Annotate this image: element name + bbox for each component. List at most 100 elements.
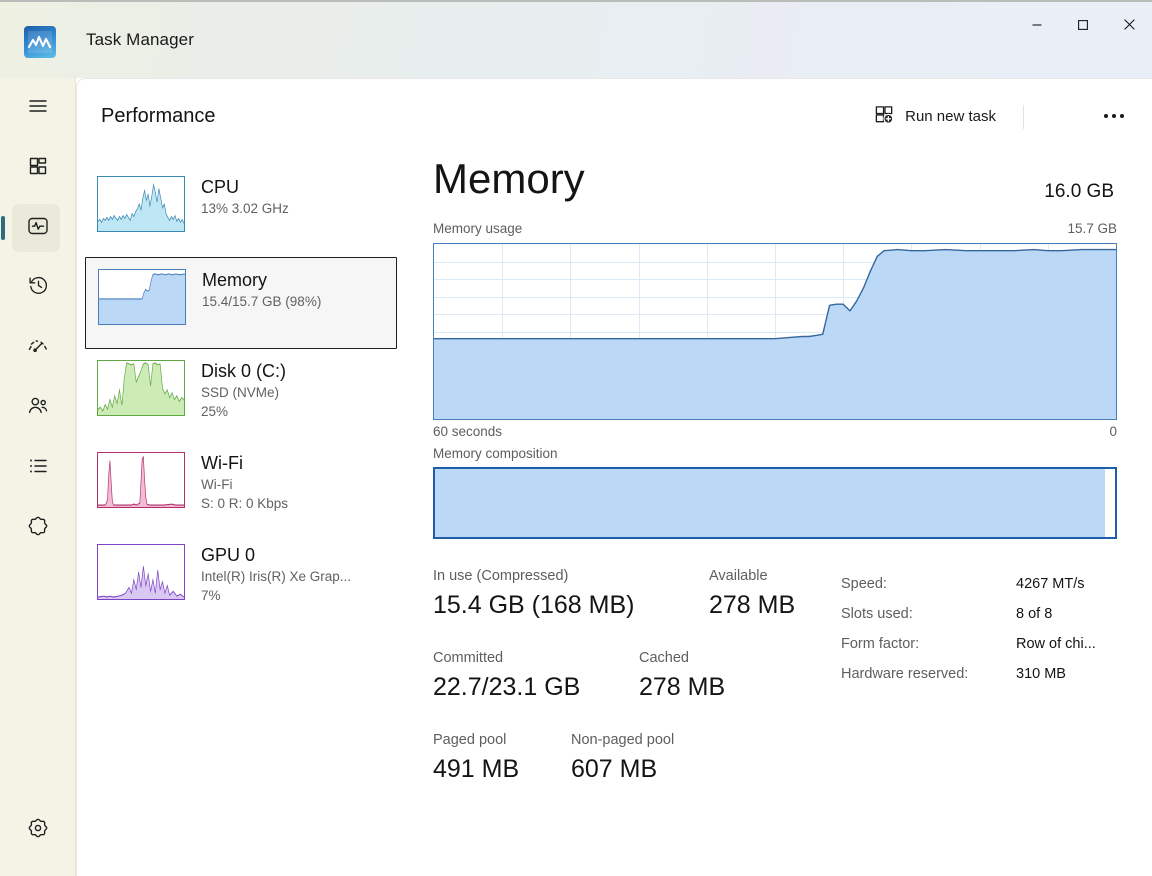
stat-available: Available 278 MB: [709, 565, 795, 623]
graph-footer-row: 60 seconds 0: [433, 420, 1117, 446]
stat-row: Paged pool 491 MB Non-paged pool 607 MB: [433, 729, 833, 811]
resource-item-disk-0-c[interactable]: Disk 0 (C:) SSD (NVMe) 25%: [85, 349, 397, 441]
more-options-button[interactable]: [1094, 99, 1134, 133]
spec-key: Hardware reserved:: [841, 666, 969, 682]
resource-item-memory[interactable]: Memory 15.4/15.7 GB (98%): [85, 257, 397, 349]
toolbar: Performance Run new task: [77, 79, 1152, 153]
resource-name: Disk 0 (C:): [201, 361, 286, 381]
stat-row: Committed 22.7/23.1 GB Cached 278 MB: [433, 647, 833, 729]
stat-non-paged-pool: Non-paged pool 607 MB: [571, 729, 674, 787]
spec-value: 8 of 8: [1016, 606, 1053, 622]
window-controls: [1014, 4, 1152, 50]
close-button[interactable]: [1106, 4, 1152, 50]
new-task-icon: [874, 104, 895, 129]
resource-thumbnail: [98, 269, 186, 325]
memory-usage-graph[interactable]: [433, 243, 1117, 420]
rail-hit: [12, 204, 60, 252]
minimize-button[interactable]: [1014, 4, 1060, 50]
memory-composition-bar[interactable]: [433, 467, 1117, 539]
stat-value: 491 MB: [433, 755, 520, 783]
resource-subtitle: 13% 3.02 GHz: [201, 201, 289, 216]
resource-thumbnail: [97, 360, 185, 416]
spec-value: 4267 MT/s: [1016, 576, 1085, 592]
page-title: Performance: [101, 105, 216, 127]
minimize-icon: [1031, 18, 1043, 36]
spec-value: 310 MB: [1016, 666, 1066, 682]
close-icon: [1123, 18, 1136, 36]
detail-total-memory: 16.0 GB: [1044, 181, 1114, 202]
graph-time-zero: 0: [1109, 424, 1117, 439]
spec-key: Form factor:: [841, 636, 920, 652]
maximize-icon: [1077, 18, 1089, 36]
rail-item-startup-apps[interactable]: [0, 318, 76, 378]
resource-subtitle: 15.4/15.7 GB (98%): [202, 294, 322, 309]
spec-row: Slots used: 8 of 8: [841, 599, 1141, 629]
users-icon: [26, 394, 50, 423]
rail-item-hamburger-menu[interactable]: [0, 78, 76, 138]
resource-subtitle: S: 0 R: 0 Kbps: [201, 496, 289, 511]
resource-text: Disk 0 (C:) SSD (NVMe) 25%: [201, 357, 286, 421]
rail-item-services[interactable]: [0, 498, 76, 558]
detail-header: Memory 16.0 GB: [433, 155, 1152, 221]
performance-pulse-icon: [26, 214, 50, 243]
rail-item-processes[interactable]: [0, 138, 76, 198]
graph-label: Memory usage: [433, 221, 523, 236]
composition-in-use-segment: [435, 469, 1105, 537]
stat-in-use-compressed: In use (Compressed) 15.4 GB (168 MB): [433, 565, 634, 623]
resource-text: CPU 13% 3.02 GHz: [201, 173, 289, 218]
detail-title: Memory: [433, 155, 585, 202]
task-manager-icon: [24, 26, 56, 58]
stat-label: Cached: [639, 650, 689, 666]
stat-value: 22.7/23.1 GB: [433, 673, 581, 701]
ellipsis-icon: [1104, 114, 1124, 118]
processes-icon: [27, 155, 49, 182]
resource-subtitle: 7%: [201, 588, 221, 603]
stat-label: Paged pool: [433, 732, 507, 748]
gear-icon: [26, 816, 50, 845]
stat-paged-pool: Paged pool 491 MB: [433, 729, 519, 787]
composition-label: Memory composition: [433, 446, 558, 461]
stat-value: 278 MB: [709, 591, 796, 619]
speedometer-icon: [26, 334, 50, 363]
memory-stat-grid: In use (Compressed) 15.4 GB (168 MB) Avail…: [433, 565, 833, 811]
resource-item-wi-fi[interactable]: Wi-Fi Wi-Fi S: 0 R: 0 Kbps: [85, 441, 397, 533]
resource-item-gpu-0[interactable]: GPU 0 Intel(R) Iris(R) Xe Grap... 7%: [85, 533, 397, 625]
stat-label: Committed: [433, 650, 504, 666]
spec-key: Speed:: [841, 576, 887, 592]
resource-text: Memory 15.4/15.7 GB (98%): [202, 266, 321, 311]
stat-row: In use (Compressed) 15.4 GB (168 MB) Avail…: [433, 565, 833, 647]
navigation-rail: [0, 0, 76, 876]
resource-text: GPU 0 Intel(R) Iris(R) Xe Grap... 7%: [201, 541, 351, 605]
services-cog-icon: [26, 514, 50, 543]
memory-detail-pane: Memory 16.0 GB Memory usage 15.7 GB 60 s…: [433, 155, 1152, 876]
rail-item-settings[interactable]: [0, 800, 76, 860]
resource-subtitle: SSD (NVMe): [201, 385, 280, 400]
stat-committed: Committed 22.7/23.1 GB: [433, 647, 580, 705]
memory-spec-list: Speed: 4267 MT/s Slots used: 8 of 8 Form fac…: [841, 569, 1141, 689]
resource-thumbnail: [97, 452, 185, 508]
resource-text: Wi-Fi Wi-Fi S: 0 R: 0 Kbps: [201, 449, 288, 513]
resource-subtitle: 25%: [201, 404, 229, 419]
toolbar-separator: [1023, 105, 1024, 129]
rail-item-performance[interactable]: [0, 198, 76, 258]
stat-value: 278 MB: [639, 673, 726, 701]
spec-value: Row of chi...: [1016, 636, 1096, 652]
maximize-button[interactable]: [1060, 4, 1106, 50]
app-title: Task Manager: [86, 30, 194, 49]
graph-time-span: 60 seconds: [433, 424, 503, 439]
stat-cached: Cached 278 MB: [639, 647, 725, 705]
stat-label: In use (Compressed): [433, 568, 569, 584]
rail-item-details[interactable]: [0, 438, 76, 498]
run-new-task-button[interactable]: Run new task: [864, 99, 1006, 133]
spec-row: Form factor: Row of chi...: [841, 629, 1141, 659]
rail-item-app-history[interactable]: [0, 258, 76, 318]
navigation-rail-items: [0, 78, 76, 876]
resource-thumbnail: [97, 544, 185, 600]
stat-label: Non-paged pool: [571, 732, 675, 748]
resource-item-cpu[interactable]: CPU 13% 3.02 GHz: [85, 165, 397, 257]
navigation-rail-footer: [0, 800, 76, 860]
stat-label: Available: [709, 568, 768, 584]
rail-item-users[interactable]: [0, 378, 76, 438]
resource-thumbnail: [97, 176, 185, 232]
